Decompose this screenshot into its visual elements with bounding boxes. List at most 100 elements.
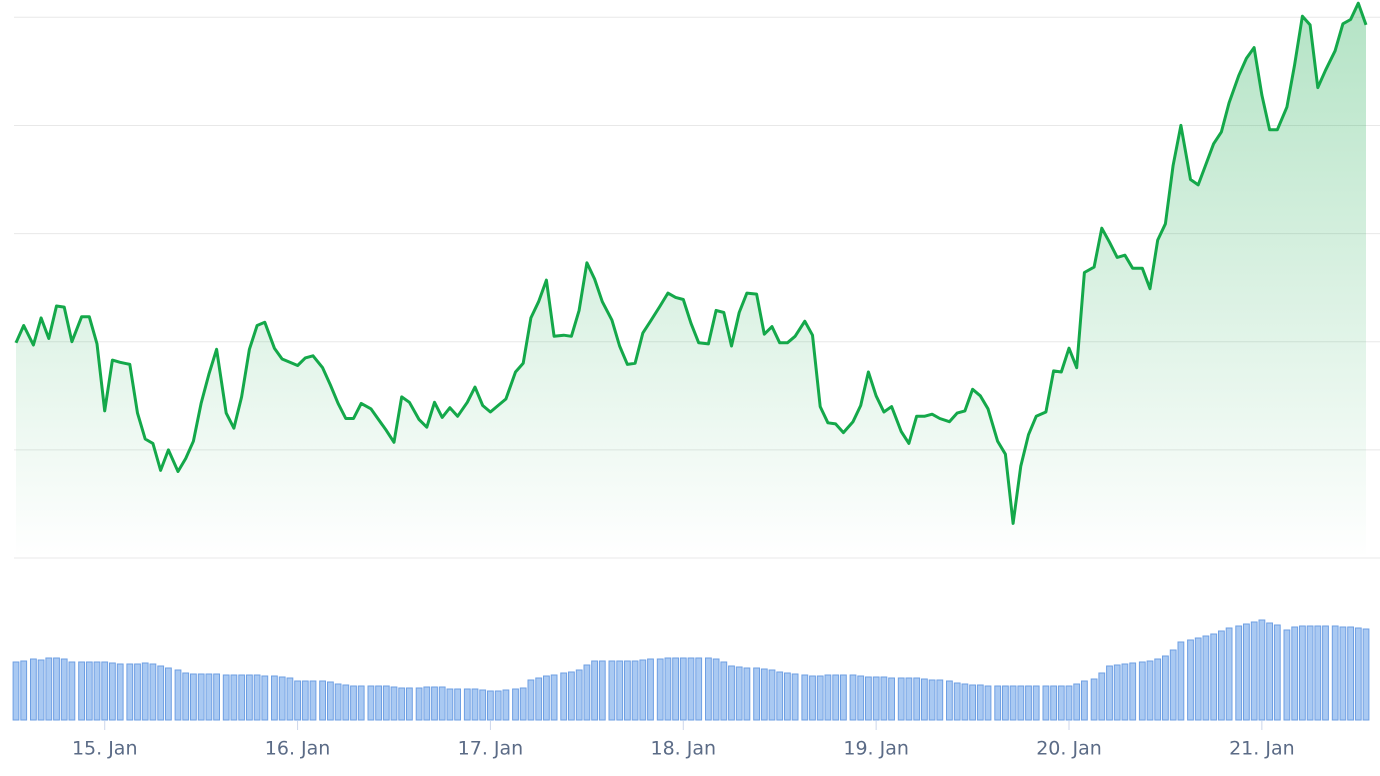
x-tick-label: 15. Jan — [72, 738, 138, 760]
volume-bar — [1050, 685, 1057, 721]
volume-bar — [390, 686, 398, 721]
volume-bar — [961, 683, 969, 721]
volume-bar — [1113, 664, 1121, 721]
x-tick-label: 19. Jan — [843, 738, 909, 760]
volume-bar — [238, 674, 246, 721]
volume-bar — [840, 674, 847, 721]
volume-bar — [976, 684, 984, 721]
volume-bar — [872, 676, 880, 721]
volume-bar — [319, 680, 327, 721]
volume-bar — [512, 688, 519, 721]
volume-bar — [776, 671, 784, 721]
volume-bar — [519, 687, 527, 721]
volume-bar — [921, 678, 928, 721]
volume-bar — [68, 661, 76, 721]
volume-bar — [705, 657, 712, 721]
volume-bar — [37, 659, 45, 721]
volume-bar — [832, 674, 840, 721]
volume-bar — [1081, 680, 1088, 721]
volume-bar — [1347, 626, 1354, 721]
volume-bar — [550, 674, 558, 721]
volume-bar — [463, 688, 471, 721]
volume-bar — [182, 672, 190, 721]
volume-bar — [357, 685, 365, 721]
volume-bar — [1306, 625, 1314, 721]
volume-bar — [134, 663, 141, 721]
volume-bar — [1218, 630, 1225, 721]
volume-bar — [1025, 685, 1032, 721]
volume-bar — [197, 673, 205, 721]
volume-bar — [753, 667, 761, 721]
volume-bar — [849, 674, 857, 721]
volume-bar — [946, 680, 953, 721]
volume-bar — [222, 674, 230, 721]
volume-bar — [1225, 627, 1233, 721]
volume-bar — [624, 660, 631, 721]
volume-bar — [487, 690, 494, 721]
price-line — [14, 1, 1368, 525]
volume-bar — [479, 689, 487, 721]
x-tick-label: 20. Jan — [1036, 738, 1102, 760]
volume-bar — [1098, 672, 1106, 721]
volume-bar — [656, 658, 664, 721]
volume-bar — [431, 686, 438, 721]
volume-bar — [85, 661, 93, 721]
volume-bar — [1314, 625, 1322, 721]
volume-bar — [1177, 641, 1185, 721]
volume-bar — [423, 686, 431, 721]
volume-bar — [647, 658, 654, 721]
volume-bar — [446, 688, 454, 721]
volume-bar — [1299, 625, 1306, 721]
volume-bar — [1073, 683, 1081, 721]
volume-bar — [728, 665, 735, 721]
volume-bar — [230, 674, 238, 721]
volume-bar — [687, 657, 695, 721]
x-tick-label: 18. Jan — [651, 738, 717, 760]
volume-bar — [616, 660, 624, 721]
volume-bar — [994, 685, 1002, 721]
volume-bar — [1266, 622, 1273, 721]
volume-bar — [969, 684, 977, 721]
volume-bar — [261, 675, 269, 721]
volume-bar — [101, 661, 109, 721]
volume-bar — [301, 680, 309, 721]
volume-bar — [471, 688, 479, 721]
volume-bar — [278, 676, 286, 721]
volume-bar — [165, 667, 172, 721]
volume-bar — [1106, 665, 1113, 721]
volume-bar — [888, 677, 896, 721]
volume-bar — [1057, 685, 1065, 721]
volume-bar — [1154, 658, 1162, 721]
volume-bar — [271, 675, 278, 721]
volume-bar — [309, 680, 317, 721]
x-tick-label: 17. Jan — [458, 738, 524, 760]
volume-bar — [415, 687, 423, 721]
volume-bar — [1273, 624, 1281, 721]
volume-bar — [1354, 627, 1362, 721]
volume-bar — [712, 658, 720, 721]
volume-bar — [735, 666, 743, 721]
volume-bar — [454, 688, 462, 721]
volume-bar — [20, 660, 28, 721]
volume-bar — [406, 687, 413, 721]
volume-bar — [45, 657, 53, 721]
volume-bar — [1283, 629, 1291, 721]
volume-bar — [928, 679, 936, 721]
volume-bar — [438, 686, 446, 721]
volume-bar — [30, 658, 37, 721]
volume-bar — [568, 671, 575, 721]
x-tick-label: 21. Jan — [1229, 738, 1295, 760]
volume-bar — [720, 661, 728, 721]
volume-bar — [246, 674, 253, 721]
volume-bar — [1002, 685, 1009, 721]
volume-bar — [880, 676, 888, 721]
volume-bar — [1243, 623, 1250, 721]
volume-bar — [591, 660, 599, 721]
volume-bar — [190, 673, 197, 721]
price-area — [16, 3, 1366, 558]
volume-bar — [639, 659, 647, 721]
volume-bar — [334, 683, 342, 721]
volume-bar — [1017, 685, 1025, 721]
volume-bar — [375, 685, 383, 721]
volume-bar — [905, 677, 913, 721]
